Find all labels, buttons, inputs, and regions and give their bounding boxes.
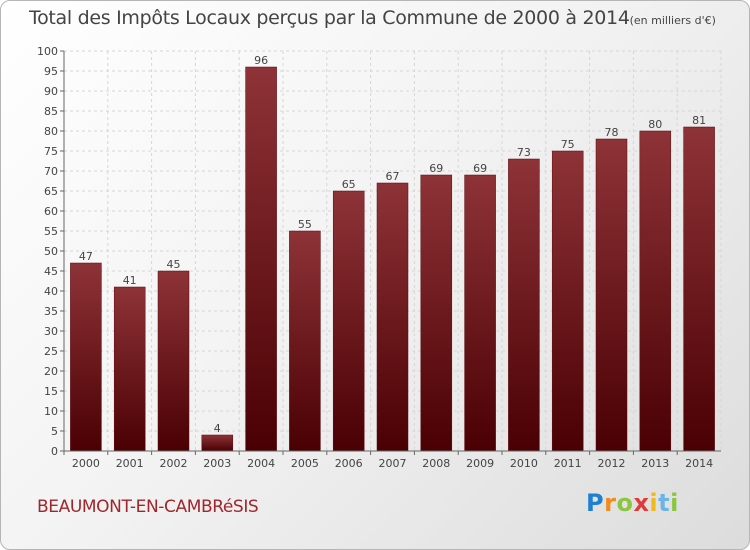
y-tick-label: 10 (44, 405, 58, 418)
bar (376, 182, 409, 452)
bar (113, 286, 146, 452)
bar (639, 130, 672, 452)
y-tick-label: 75 (44, 145, 58, 158)
y-tick-label: 60 (44, 205, 58, 218)
x-tick-label: 2004 (247, 457, 275, 470)
y-tick-label: 70 (44, 165, 58, 178)
bar (332, 190, 365, 452)
bar (420, 174, 453, 452)
y-tick-label: 55 (44, 225, 58, 238)
bar (595, 138, 628, 452)
y-tick-label: 95 (44, 65, 58, 78)
x-tick-label: 2011 (554, 457, 582, 470)
y-tick-label: 45 (44, 265, 58, 278)
y-tick-label: 85 (44, 105, 58, 118)
x-tick-label: 2014 (685, 457, 713, 470)
data-label: 80 (648, 118, 662, 131)
x-tick-label: 2001 (116, 457, 144, 470)
y-tick-label: 65 (44, 185, 58, 198)
bar (551, 150, 584, 452)
y-tick-label: 80 (44, 125, 58, 138)
chart-unit: (en milliers d'€) (629, 14, 716, 27)
y-tick-label: 35 (44, 305, 58, 318)
data-label: 73 (517, 146, 531, 159)
data-label: 47 (79, 250, 93, 263)
data-label: 65 (342, 178, 356, 191)
bar (201, 434, 234, 452)
y-tick-label: 40 (44, 285, 58, 298)
x-tick-label: 2008 (422, 457, 450, 470)
data-label: 69 (429, 162, 443, 175)
bar (508, 158, 540, 452)
bar (245, 66, 277, 452)
x-tick-label: 2007 (379, 457, 407, 470)
data-label: 67 (386, 170, 400, 183)
data-label: 69 (473, 162, 487, 175)
commune-name: BEAUMONT-EN-CAMBRéSIS (37, 497, 259, 517)
data-label: 75 (561, 138, 575, 151)
bar (70, 262, 102, 452)
bar (157, 270, 190, 452)
data-label: 81 (692, 114, 706, 127)
y-tick-label: 30 (44, 325, 58, 338)
bar (464, 174, 496, 452)
y-tick-label: 15 (44, 385, 58, 398)
chart-title: Total des Impôts Locaux perçus par la Co… (29, 7, 716, 29)
bar (289, 230, 321, 452)
y-tick-label: 25 (44, 345, 58, 358)
data-label: 78 (605, 126, 619, 139)
x-tick-label: 2012 (598, 457, 626, 470)
data-label: 55 (298, 218, 312, 231)
x-tick-label: 2005 (291, 457, 319, 470)
data-label: 96 (254, 54, 268, 67)
y-tick-label: 20 (44, 365, 58, 378)
y-tick-label: 90 (44, 85, 58, 98)
y-tick-label: 5 (51, 425, 58, 438)
x-tick-label: 2010 (510, 457, 538, 470)
data-label: 45 (167, 258, 181, 271)
x-tick-label: 2006 (335, 457, 363, 470)
bar (683, 126, 715, 452)
data-label: 4 (214, 422, 221, 435)
x-tick-label: 2003 (203, 457, 231, 470)
y-tick-label: 50 (44, 245, 58, 258)
data-label: 41 (123, 274, 137, 287)
x-tick-label: 2002 (160, 457, 188, 470)
x-tick-label: 2013 (641, 457, 669, 470)
x-tick-label: 2009 (466, 457, 494, 470)
y-tick-label: 100 (37, 45, 58, 58)
proxiti-logo[interactable]: Proxiti (586, 489, 679, 517)
y-tick-label: 0 (51, 445, 58, 458)
x-tick-label: 2000 (72, 457, 100, 470)
